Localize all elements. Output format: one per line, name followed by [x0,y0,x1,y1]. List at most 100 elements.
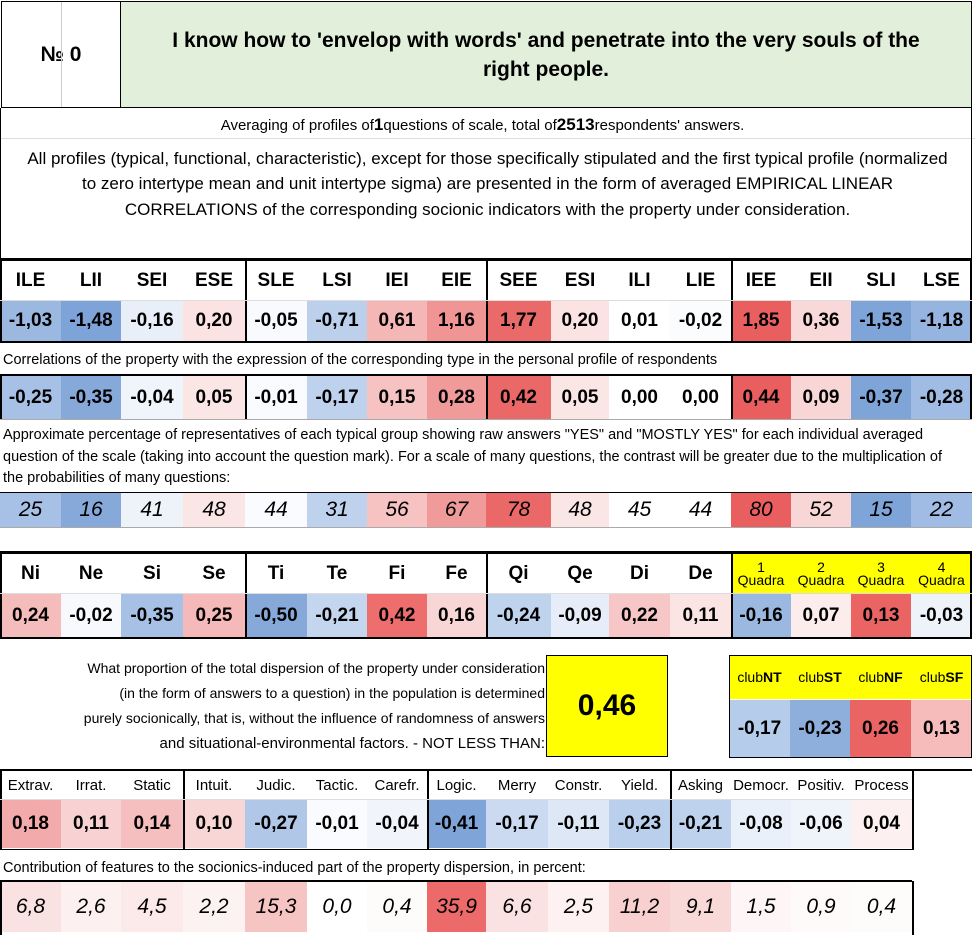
function-score: -0,09 [551,594,609,637]
dispersion-label-line: (in the form of answers to a question) i… [119,685,545,701]
quadra-number: 4 [937,558,946,575]
trait-contribution: 2,6 [61,882,121,932]
type-correlation: 0,15 [367,376,427,419]
function-score: -0,24 [486,594,551,637]
club-score: -0,23 [790,700,850,757]
type-header: SEE [499,269,538,291]
trait-contribution: 11,2 [609,882,670,932]
function-score: 0,24 [0,594,61,637]
club-header: club NT [729,655,790,699]
trait-contribution: 6,8 [0,882,61,932]
quadra-label: Quadra [918,571,965,588]
function-score: -0,35 [121,594,183,637]
trait-header: Judic. [256,776,296,794]
type-score: -1,18 [911,301,972,341]
type-correlation: 0,05 [551,376,609,419]
quadra-label: Quadra [797,571,845,588]
trait-header: Logic. [436,776,477,794]
traits-table: Extrav. 0,18 Irrat. 0,11 Static 0,14 Intuit. 0,… [0,770,975,850]
club-header: club NF [850,655,911,699]
trait-score: 0,10 [183,800,245,848]
type-percentage: 15 [851,493,911,527]
trait-score: 0,14 [121,800,183,848]
header-row [1,1,972,108]
type-percentage: 16 [61,493,121,527]
club-prefix: club [737,669,763,685]
trait-score: -0,06 [791,800,851,848]
trait-contribution: 6,6 [486,882,548,932]
function-score: -0,50 [245,594,307,637]
contribution-table: 6,8 2,6 4,5 2,2 15,3 0,0 0,4 35,9 6,6 2,5 11,2 9,1 1… [0,881,975,935]
trait-contribution: 0,4 [367,882,427,932]
percentage-label: Approximate percentage of representative… [3,427,942,486]
type-score: -0,71 [307,301,367,341]
club-score: 0,13 [911,700,972,757]
function-score: 0,22 [609,594,670,637]
function-header: Fi [388,562,406,584]
type-correlation: -0,04 [121,376,183,419]
function-score: -0,21 [307,594,367,637]
club-prefix: club [798,669,824,685]
trait-header: Irrat. [75,776,107,794]
trait-contribution: 4,5 [121,882,183,932]
type-score: -1,53 [851,301,911,341]
type-header: ESE [194,269,234,291]
function-header: Qe [567,562,593,584]
type-header: ILE [15,269,46,291]
type-correlation: -0,17 [307,376,367,419]
trait-score: -0,17 [486,800,548,848]
type-score: 1,77 [486,301,551,341]
profiles-description: All profiles (typical, functional, chara… [27,148,948,219]
types-table: ILE -1,03 LII -1,48 SEI -0,16 ESE 0,20 SLE -0,05 L… [0,258,975,342]
function-score: 0,25 [183,594,245,637]
quadra-header: 3 Quadra [851,554,911,593]
type-correlation: -0,37 [851,376,911,419]
percentage-table: 25 16 41 48 44 31 56 67 78 48 45 44 80 52 15 22 [0,492,975,528]
trait-contribution: 1,5 [731,882,791,932]
type-correlation: -0,01 [245,376,307,419]
trait-header: Constr. [554,776,603,794]
function-header: Di [630,562,649,584]
quadra-header: 1 Quadra [731,554,791,593]
type-percentage: 48 [183,493,245,527]
type-score: 0,01 [609,301,670,341]
dispersion-label-line: purely socionically, that is, without th… [83,710,545,726]
quadra-number: 1 [757,558,765,575]
type-score: 0,20 [183,301,245,341]
type-header: LIE [685,269,716,291]
trait-contribution: 0,9 [791,882,851,932]
averaging-info: Averaging of profiles of 1 questions of … [220,115,745,134]
type-percentage: 44 [245,493,307,527]
club-score: -0,17 [729,700,790,757]
function-header: Ne [78,562,104,584]
function-header: Se [202,562,226,584]
function-score: 0,11 [670,594,731,637]
function-header: De [688,562,713,584]
trait-header: Process [854,776,909,794]
type-correlation: 0,44 [731,376,791,419]
trait-score: -0,01 [307,800,367,848]
type-header: ILI [628,269,651,291]
type-header: LSI [322,269,352,291]
trait-score: -0,08 [731,800,791,848]
trait-score: 0,11 [61,800,121,848]
type-correlation: -0,25 [0,376,61,419]
trait-score: -0,21 [670,800,731,848]
type-correlation: 0,00 [670,376,731,419]
type-percentage: 22 [911,493,972,527]
dispersion-value: 0,46 [546,655,668,757]
trait-score: -0,41 [427,800,486,848]
trait-score: -0,23 [609,800,670,848]
quadra-header: 4 Quadra [911,554,972,593]
corr-label: Correlations of the property with the ex… [3,352,718,368]
dispersion-label-line: and situational-environmental factors. -… [159,735,545,752]
type-score: -1,48 [61,301,121,341]
type-score: -0,16 [121,301,183,341]
trait-contribution: 15,3 [245,882,307,932]
club-code: NF [884,669,903,685]
trait-score: -0,27 [245,800,307,848]
type-correlation: 0,00 [609,376,670,419]
trait-score: 0,04 [851,800,912,848]
trait-score: -0,11 [548,800,609,848]
type-score: 0,61 [367,301,427,341]
